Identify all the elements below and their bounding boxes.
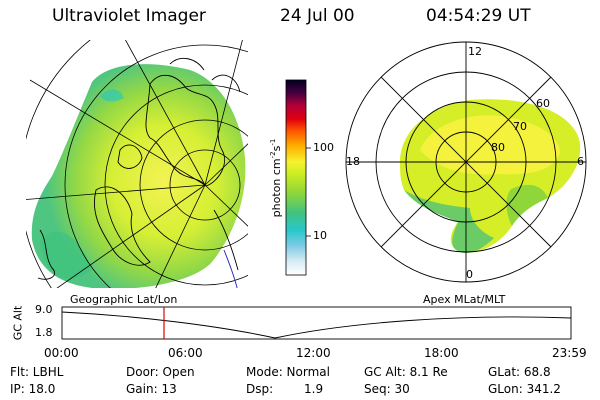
altitude-ylabel: GC Alt <box>11 305 25 341</box>
mlt-label-18: 18 <box>346 155 360 168</box>
gain-info: Gain: 13 <box>126 382 177 396</box>
ip-info: IP: 18.0 <box>10 382 56 396</box>
geographic-panel-label: Geographic Lat/Lon <box>70 293 178 306</box>
door-info: Door: Open <box>126 365 195 379</box>
dsp-label: Dsp: <box>246 382 274 396</box>
mlat-label-70: 70 <box>513 120 527 133</box>
altitude-plot-frame <box>61 306 572 340</box>
colorbar-tick-100: 100 <box>313 141 334 154</box>
instrument-title: Ultraviolet Imager <box>52 6 206 26</box>
mlt-label-0: 0 <box>466 268 473 281</box>
geographic-image <box>26 40 248 288</box>
glon-info: GLon: 341.2 <box>488 382 561 396</box>
dsp-value: 1.9 <box>304 382 324 396</box>
time-tick-0600: 06:00 <box>168 346 203 360</box>
altitude-curve <box>61 311 572 339</box>
mlat-label-80: 80 <box>491 141 505 154</box>
apex-panel-label: Apex MLat/MLT <box>423 293 506 306</box>
time-tick-0000: 00:00 <box>44 346 79 360</box>
mlt-label-6: 6 <box>577 155 584 168</box>
time-tick-1800: 18:00 <box>424 346 459 360</box>
colorbar-label: photon cm-2s-1 <box>269 138 283 218</box>
mlt-label-12: 12 <box>468 45 482 58</box>
colorbar <box>285 79 307 276</box>
mode-info: Mode: Normal <box>246 365 330 379</box>
gc-alt-info: GC Alt: 8.1 Re <box>364 365 448 379</box>
mlat-label-60: 60 <box>536 97 550 110</box>
time-label: 04:54:29 UT <box>426 6 531 26</box>
date-label: 24 Jul 00 <box>280 6 355 26</box>
time-tick-1200: 12:00 <box>296 346 331 360</box>
time-tick-2359: 23:59 <box>552 346 587 360</box>
colorbar-tick-10: 10 <box>313 229 327 242</box>
glat-info: GLat: 68.8 <box>488 365 551 379</box>
altitude-ytick-high: 9.0 <box>35 303 53 316</box>
altitude-ytick-low: 1.8 <box>35 326 53 339</box>
magnetic-polar-plot <box>345 41 587 283</box>
seq-info: Seq: 30 <box>364 382 410 396</box>
filter-info: Flt: LBHL <box>10 365 64 379</box>
